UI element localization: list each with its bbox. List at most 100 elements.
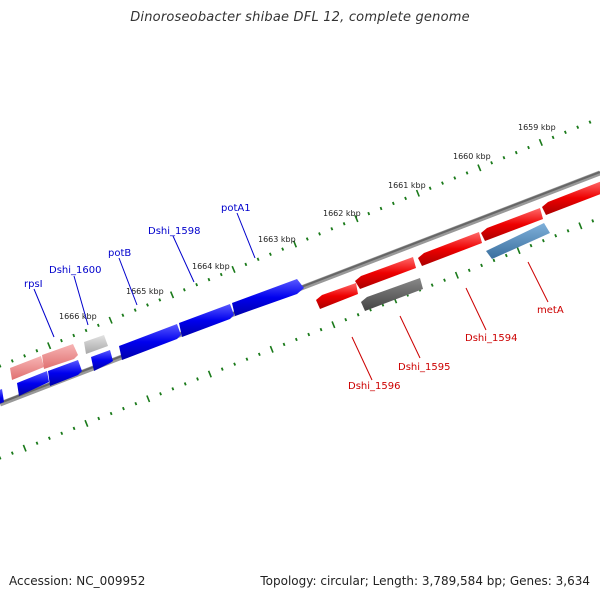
gene-arrow-rpsI-partner[interactable] [17, 371, 49, 396]
minor-tick [319, 327, 323, 332]
gene-arrow-Dshi_1598[interactable] [119, 324, 181, 360]
major-tick [354, 215, 359, 223]
minor-tick [342, 222, 346, 226]
minor-tick [563, 130, 567, 135]
minor-tick [256, 257, 260, 262]
minor-tick [591, 219, 595, 223]
minor-tick [207, 277, 211, 282]
tick-label: 1663 kbp [258, 235, 296, 244]
gene-arrow[interactable] [0, 389, 4, 407]
tick-label: 1662 kbp [323, 209, 361, 218]
minor-tick [504, 253, 508, 258]
minor-tick [245, 357, 249, 361]
tick-label: 1664 kbp [192, 262, 230, 271]
major-tick [146, 395, 151, 403]
gene-labels: rpsI Dshi_1600 potB Dshi_1598 potA1 Dshi… [24, 203, 564, 392]
minor-tick [10, 451, 14, 455]
gene-features [0, 181, 600, 407]
minor-tick [47, 436, 51, 440]
minor-tick [133, 308, 137, 312]
minor-tick [183, 382, 187, 386]
minor-tick [551, 135, 555, 140]
minor-tick [492, 258, 496, 263]
minor-tick [60, 431, 64, 436]
gene-arrow-Dshi_1596[interactable] [316, 283, 358, 309]
gene-label-Dshi_1594[interactable]: Dshi_1594 [465, 333, 517, 344]
major-tick [477, 164, 482, 172]
gene-arrow-Dshi_1594[interactable] [481, 208, 543, 241]
gene-label-Dshi_1598[interactable]: Dshi_1598 [148, 226, 200, 237]
major-tick [331, 321, 336, 329]
gene-arrow[interactable] [48, 360, 82, 386]
minor-tick [35, 441, 39, 445]
minor-tick [121, 313, 125, 317]
gene-label-metA[interactable]: metA [537, 305, 564, 316]
major-tick [169, 291, 175, 299]
major-tick [84, 419, 89, 427]
gene-arrow-potB[interactable] [91, 350, 113, 371]
tick-label: 1659 kbp [518, 123, 556, 132]
major-tick [292, 240, 298, 248]
minor-tick [330, 227, 334, 231]
gene-arrow-Dshi_1600[interactable] [84, 335, 108, 354]
tick-label: 1665 kbp [126, 287, 164, 296]
accession-text: Accession: NC_009952 [9, 574, 146, 588]
minor-tick [96, 323, 100, 328]
minor-tick [0, 456, 2, 460]
major-tick [47, 342, 52, 350]
major-tick [415, 189, 420, 197]
minor-tick [195, 282, 199, 287]
gene-label-Dshi_1595[interactable]: Dshi_1595 [398, 362, 450, 373]
minor-tick [97, 416, 101, 421]
gene-arrow[interactable] [486, 223, 550, 259]
minor-tick [467, 268, 471, 273]
minor-tick [529, 243, 533, 248]
gene-arrow-rpsI[interactable] [10, 356, 44, 380]
major-tick [108, 316, 113, 324]
minor-tick [282, 342, 286, 347]
gene-label-Dshi_1600[interactable]: Dshi_1600 [49, 265, 101, 276]
minor-tick [465, 171, 469, 175]
minor-tick [453, 176, 457, 180]
gene-label-potA1[interactable]: potA1 [221, 203, 251, 214]
minor-tick [219, 272, 223, 277]
minor-tick [566, 229, 570, 233]
minor-tick [23, 354, 27, 358]
gene-arrow[interactable] [179, 304, 234, 337]
minor-tick [84, 328, 88, 333]
minor-tick [514, 150, 518, 155]
gene-arrow-potA1[interactable] [232, 279, 304, 316]
gene-arrow[interactable] [42, 344, 78, 369]
minor-tick [441, 181, 444, 185]
minor-tick [146, 303, 149, 307]
gene-arrow[interactable] [355, 257, 416, 289]
minor-tick [281, 247, 285, 251]
tick-label: 1660 kbp [453, 152, 491, 161]
minor-tick [404, 196, 408, 201]
minor-tick [72, 426, 76, 431]
gene-label-rpsI[interactable]: rpsI [24, 279, 43, 290]
gene-arrow-Dshi_1595[interactable] [361, 278, 423, 311]
minor-tick [576, 125, 580, 129]
tick-label: 1661 kbp [388, 181, 426, 190]
minor-tick [10, 359, 14, 363]
gene-label-potB[interactable]: potB [108, 248, 131, 259]
major-tick [22, 444, 27, 452]
major-tick [231, 265, 236, 274]
major-tick [538, 138, 543, 147]
minor-tick [490, 161, 494, 165]
minor-tick [233, 362, 237, 366]
gene-arrow[interactable] [418, 232, 482, 266]
gene-arrow-metA[interactable] [542, 181, 600, 215]
minor-tick [588, 120, 592, 124]
minor-tick [318, 232, 321, 236]
genome-summary-text: Topology: circular; Length: 3,789,584 bp… [260, 574, 590, 588]
minor-tick [109, 411, 113, 416]
minor-tick [541, 238, 545, 243]
minor-tick [391, 201, 395, 206]
gene-label-Dshi_1596[interactable]: Dshi_1596 [348, 381, 400, 392]
major-tick [207, 370, 212, 378]
minor-tick [196, 377, 199, 381]
minor-tick [134, 401, 138, 406]
